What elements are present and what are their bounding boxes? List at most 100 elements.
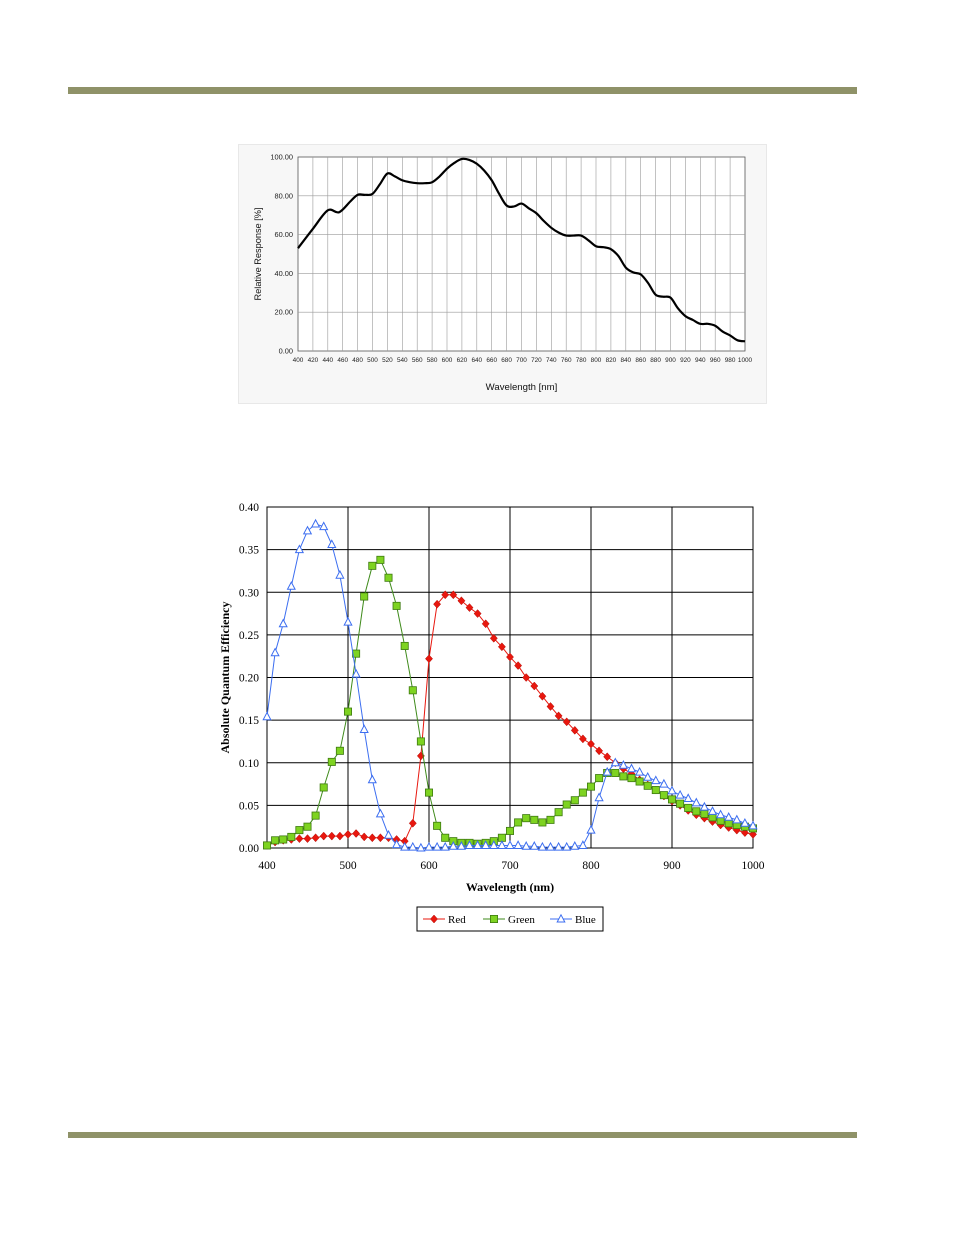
y-tick-label: 0.40 <box>239 502 259 514</box>
x-tick-label: 620 <box>457 357 468 364</box>
data-point-red <box>595 746 604 756</box>
data-point-red <box>335 831 344 841</box>
x-tick-label: 500 <box>367 357 378 364</box>
data-point-red <box>473 609 482 618</box>
data-point-blue <box>667 785 677 795</box>
y-tick-label: 80.00 <box>275 191 294 200</box>
data-point-red <box>587 739 595 749</box>
data-point-blue <box>302 525 313 535</box>
x-tick-label: 440 <box>322 357 333 364</box>
data-point-blue <box>416 842 426 852</box>
data-point-green <box>287 832 296 841</box>
y-tick-label: 0.30 <box>239 587 259 599</box>
data-point-red <box>425 654 433 664</box>
data-point-green <box>416 737 425 746</box>
legend-marker-red <box>430 914 438 924</box>
data-point-blue <box>586 824 596 834</box>
data-point-red <box>481 619 490 629</box>
data-point-green <box>327 757 336 766</box>
data-point-red <box>352 829 361 838</box>
y-tick-label: 100.00 <box>270 153 293 162</box>
data-point-green <box>667 795 676 804</box>
data-point-green <box>659 791 668 800</box>
data-point-blue <box>724 812 734 821</box>
data-point-blue <box>343 616 353 626</box>
data-point-blue <box>286 581 296 590</box>
data-point-red <box>457 596 466 606</box>
y-tick-label: 0.00 <box>279 347 293 356</box>
data-point-green <box>263 841 272 850</box>
data-point-blue <box>464 840 475 849</box>
legend-label-blue: Blue <box>575 914 596 926</box>
x-tick-label: 800 <box>591 357 602 364</box>
data-point-red <box>578 734 587 744</box>
x-tick-label: 840 <box>620 357 631 364</box>
data-point-blue <box>294 544 305 554</box>
x-tick-label: 700 <box>501 860 519 872</box>
data-point-blue <box>424 841 434 851</box>
data-point-blue <box>748 820 758 830</box>
data-point-green <box>546 815 555 824</box>
data-point-green <box>554 808 563 817</box>
quantum-efficiency-chart: 400 500 600 700 800 900 1000 0.00 0.05 0.10 0.15 0.… <box>218 502 765 932</box>
data-point-green <box>384 573 393 582</box>
data-point-blue <box>270 647 280 657</box>
x-tick-label: 640 <box>471 357 482 364</box>
data-point-blue <box>408 841 418 851</box>
x-tick-label: 660 <box>486 357 497 364</box>
data-point-red <box>319 831 328 841</box>
data-point-red <box>441 590 450 600</box>
data-point-green <box>279 835 288 844</box>
x-tick-label: 860 <box>635 357 646 364</box>
data-point-green <box>505 826 514 835</box>
x-tick-label: 500 <box>339 860 357 872</box>
series-green <box>263 555 758 850</box>
data-point-blue <box>683 793 693 803</box>
data-point-blue <box>375 808 386 818</box>
data-point-green <box>627 774 636 783</box>
y-tick-label: 0.05 <box>239 800 259 812</box>
x-tick-label: 760 <box>561 357 572 364</box>
header-rule <box>68 87 857 94</box>
data-point-red <box>554 711 563 721</box>
y-tick-label: 0.10 <box>239 758 259 770</box>
series-blue <box>262 518 758 852</box>
data-point-green <box>692 807 701 816</box>
x-tick-label: 540 <box>397 357 408 364</box>
x-tick-label: 560 <box>412 357 423 364</box>
y-tick-label: 0.20 <box>239 673 259 685</box>
data-point-green <box>562 800 571 809</box>
data-point-red <box>562 717 571 727</box>
data-point-red <box>497 642 506 652</box>
footer-rule <box>68 1132 857 1138</box>
x-tick-label: 1000 <box>742 860 765 872</box>
data-point-green <box>335 746 344 755</box>
data-point-blue <box>440 841 450 851</box>
data-point-green <box>400 641 409 650</box>
x-tick-label: 900 <box>663 860 681 872</box>
data-point-blue <box>505 840 515 849</box>
y-tick-label: 0.00 <box>239 843 259 855</box>
data-point-blue <box>570 841 580 850</box>
x-axis-label: Wavelength (nm) <box>466 880 554 894</box>
data-point-blue <box>732 814 742 824</box>
x-tick-label: 460 <box>337 357 348 364</box>
x-tick-label: 600 <box>442 357 453 364</box>
response-series-line <box>297 157 746 343</box>
data-point-red <box>530 681 539 691</box>
legend-marker-blue <box>556 913 566 923</box>
data-point-green <box>611 768 620 777</box>
data-point-blue <box>659 778 669 788</box>
data-point-green <box>408 686 417 695</box>
x-tick-label: 780 <box>576 357 587 364</box>
data-point-blue <box>456 841 467 850</box>
y-tick-label: 0.25 <box>239 630 259 642</box>
x-tick-label: 600 <box>420 860 438 872</box>
x-tick-label: 880 <box>650 357 661 364</box>
data-point-blue <box>602 766 612 776</box>
data-point-red <box>538 691 547 701</box>
data-point-blue <box>319 521 329 531</box>
data-point-green <box>295 826 304 835</box>
data-point-blue <box>432 841 442 851</box>
data-point-green <box>643 781 652 790</box>
